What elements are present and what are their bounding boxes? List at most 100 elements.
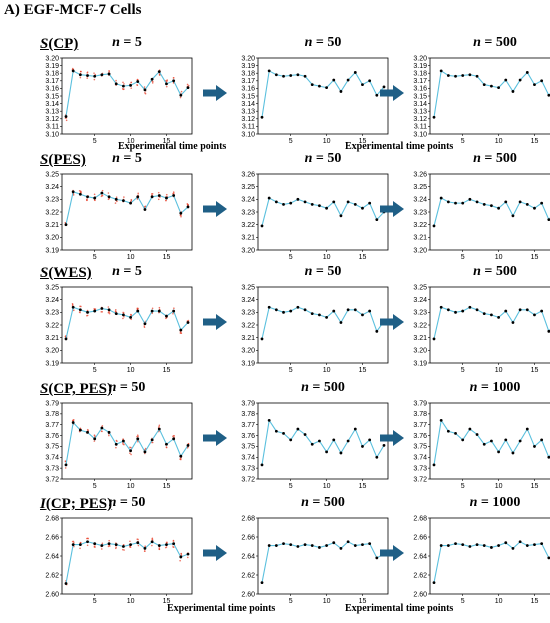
y-tick-label: 3.12 [241,116,255,123]
replicate-point [115,547,117,550]
data-point [540,542,544,546]
data-point [490,546,493,549]
y-tick-label: 3.19 [45,63,59,70]
data-point [78,308,82,312]
replicate-point [136,83,138,86]
data-point [361,543,364,546]
data-point [468,427,472,431]
data-point [511,547,515,550]
replicate-point [158,547,161,549]
data-point [439,418,443,422]
x-tick-label: 5 [93,483,97,490]
data-point [432,115,436,119]
data-point [93,74,97,78]
plot-frame [61,173,193,251]
data-point [282,542,285,546]
y-tick-label: 3.10 [241,131,255,138]
data-point [100,307,104,310]
x-tick-label: 15 [163,367,171,374]
replicate-point [115,446,117,449]
x-tick-label: 15 [531,598,539,605]
replicate-point [158,425,160,428]
panel-title: n = 1000 [430,380,550,396]
y-tick-label: 3.74 [241,455,255,462]
data-point [150,540,154,544]
x-axis-label: Experimental time points [345,141,454,152]
arrow-shape [380,430,404,446]
y-tick-label: 3.24 [413,197,427,204]
replicate-point [136,435,138,438]
y-tick-label: 3.78 [241,411,255,418]
replicate-point [64,460,67,462]
replicate-point [79,305,81,308]
n-symbol: n [304,35,313,50]
data-point [93,437,97,441]
data-point [172,437,176,441]
n-equals: = [119,264,135,279]
data-point [274,308,278,312]
x-tick-label: 15 [163,598,171,605]
n-value: 500 [495,35,517,50]
replicate-point [172,191,175,193]
x-tick-label: 5 [461,367,465,374]
chart-panel: 2.60 2.62 2.64 2.66 2.68 5 10 15 [241,515,389,605]
x-tick-label: 5 [289,483,293,490]
chart-panel: 2.60 2.62 2.64 2.66 2.68 5 10 15 [45,515,193,605]
data-point [497,450,500,454]
data-point [143,547,147,550]
replicate-point [151,537,154,540]
data-point [482,312,486,315]
x-tick-label: 10 [495,138,503,145]
data-point [143,450,147,454]
n-symbol: n [469,495,478,510]
y-tick-label: 3.77 [241,422,255,429]
data-point [468,545,472,548]
data-point [78,192,82,196]
plot-frame [257,173,389,251]
data-point [454,201,457,205]
replicate-point [80,70,82,73]
y-tick-label: 2.62 [241,572,255,579]
data-point [339,547,343,550]
data-point [165,82,168,86]
y-tick-label: 3.23 [241,310,255,317]
data-point [547,455,550,459]
n-equals: = [312,151,328,166]
replicate-point [71,303,74,305]
arrow-shape [203,85,227,101]
x-tick-label: 10 [127,598,135,605]
chart-panel: 3.103.113.123.133.143.153.163.173.183.19… [413,55,550,145]
data-point [71,190,75,194]
row-label: S(CP, PES) [40,381,112,398]
replicate-point [179,332,182,334]
y-tick-label: 3.19 [45,360,59,367]
data-point [525,71,529,74]
y-tick-label: 3.23 [45,197,59,204]
data-point [461,438,465,442]
x-tick-label: 5 [93,367,97,374]
replicate-point [136,78,139,81]
data-point [296,73,300,77]
replicate-point [65,119,68,122]
data-point [157,427,161,431]
chart-panel: 3.19 3.20 3.21 3.22 3.23 3.24 3.25 5 10 15 [241,284,389,374]
n-equals: = [312,264,328,279]
replicate-point [101,194,103,197]
y-tick-label: 3.79 [45,400,59,407]
y-tick-label: 3.21 [413,335,427,342]
arrow-shape [203,201,227,217]
x-tick-label: 15 [359,138,367,145]
replicate-point [143,550,146,552]
data-point [289,543,293,546]
plot-frame [61,517,193,595]
figure-title: A) EGF-MCF-7 Cells [4,2,142,18]
replicate-point [151,192,154,195]
plot-frame [61,57,193,135]
data-point [504,438,508,442]
replicate-point [130,453,132,456]
panel-title: n = 1000 [430,495,550,511]
x-tick-label: 10 [127,483,135,490]
y-tick-label: 3.25 [241,284,255,291]
replicate-point [107,311,110,314]
data-point [375,329,379,333]
